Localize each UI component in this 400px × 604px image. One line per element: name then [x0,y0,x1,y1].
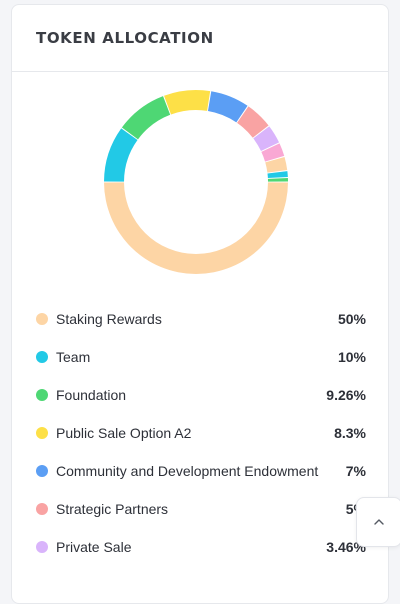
legend-item: Strategic Partners 5% [12,490,388,528]
legend: Staking Rewards 50% Team 10% Foundation … [12,300,388,566]
donut-slice[interactable] [265,156,288,173]
legend-item: Team 10% [12,338,388,376]
legend-label: Community and Development Endowment [56,463,319,479]
legend-dot [36,351,48,363]
donut-slice[interactable] [121,96,171,140]
donut-slice[interactable] [253,126,280,152]
legend-value: 10% [337,349,366,365]
donut-slice[interactable] [237,106,269,138]
donut-slice[interactable] [164,90,211,115]
donut-slice[interactable] [267,171,288,179]
donut-slice[interactable] [261,143,285,162]
legend-item: Staking Rewards 50% [12,300,388,338]
scroll-to-top-button[interactable] [356,497,400,547]
legend-item: Public Sale Option A2 8.3% [12,414,388,452]
chevron-up-icon [374,519,384,525]
legend-item: Private Sale 3.46% [12,528,388,566]
legend-dot [36,427,48,439]
donut-slice[interactable] [207,91,248,123]
legend-label: Staking Rewards [56,311,162,327]
legend-value: 3.46% [326,539,366,555]
card-title: TOKEN ALLOCATION [36,29,214,47]
legend-label: Foundation [56,387,127,403]
legend-dot [36,389,48,401]
legend-value: 50% [337,311,366,327]
legend-value: 8.3% [334,425,366,441]
legend-dot [36,541,48,553]
donut-slice[interactable] [104,182,288,274]
legend-label: Public Sale Option A2 [56,425,192,441]
legend-label: Private Sale [56,539,132,555]
legend-item: Community and Development Endowment 7% [12,452,388,490]
legend-dot [36,465,48,477]
legend-dot [36,313,48,325]
donut-slice[interactable] [267,178,288,182]
donut-chart [103,89,289,275]
legend-item: Foundation 9.26% [12,376,388,414]
token-allocation-card: TOKEN ALLOCATION Staking Rewards 50% Tea… [11,4,389,604]
legend-label: Team [56,349,91,365]
legend-value: 7% [345,463,366,479]
legend-label: Strategic Partners [56,501,169,517]
card-header: TOKEN ALLOCATION [12,5,388,72]
donut-chart-svg [104,90,288,274]
legend-value: 9.26% [326,387,366,403]
legend-dot [36,503,48,515]
donut-slice[interactable] [104,128,138,182]
